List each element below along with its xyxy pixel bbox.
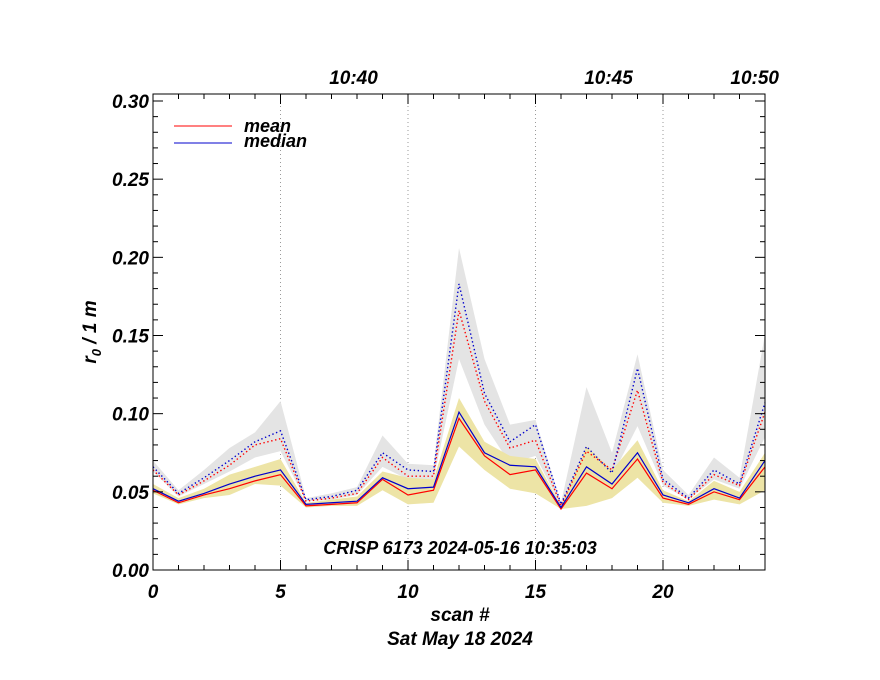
y-axis-title-main: r [80,355,101,364]
y-tick-label-3: 0.15 [112,327,149,348]
axis-ticks [152,94,766,571]
legend-label-mean: mean [244,116,291,136]
x-tick-label-2: 10 [397,582,419,603]
y-tick-label-5: 0.25 [112,170,149,191]
y-axis-title-sub: 0 [89,348,104,356]
x-tick-label-0: 0 [148,582,159,603]
y-tick-label-6: 0.30 [112,92,149,113]
x-tick-label-4: 20 [651,582,674,603]
y-tick-label-4: 0.20 [112,248,149,269]
y-axis-title-rest: / 1 m [80,300,101,349]
x-tick-label-3: 15 [525,582,547,603]
series-median [152,410,766,509]
time-tick-label-0: 10:40 [329,68,378,89]
legend-label-median: median [244,131,307,151]
band-lower [153,398,765,510]
date-label: Sat May 18 2024 [387,629,533,650]
x-tick-label-1: 5 [275,582,286,603]
band-areas [153,247,765,510]
y-tick-label-1: 0.05 [112,483,149,504]
y-tick-label-2: 0.10 [112,405,149,426]
time-tick-label-2: 10:50 [730,68,779,89]
time-tick-labels: 10:40 10:45 10:50 [329,68,779,89]
series-lines [152,283,766,511]
series-mean [152,417,766,511]
chart-annotation: CRISP 6173 2024-05-16 10:35:03 [323,538,597,558]
y-tick-label-0: 0.00 [112,561,149,582]
series-median-upper [152,283,766,507]
x-axis-title: scan # [430,605,490,626]
band-upper [153,247,765,506]
x-tick-labels: 0 5 10 15 20 [148,582,674,603]
time-tick-label-1: 10:45 [584,68,633,89]
legend: mean median [174,116,307,151]
y-axis-title: r0 / 1 m [80,300,104,363]
y-tick-labels: 0.00 0.05 0.10 0.15 0.20 0.25 0.30 [112,92,149,582]
